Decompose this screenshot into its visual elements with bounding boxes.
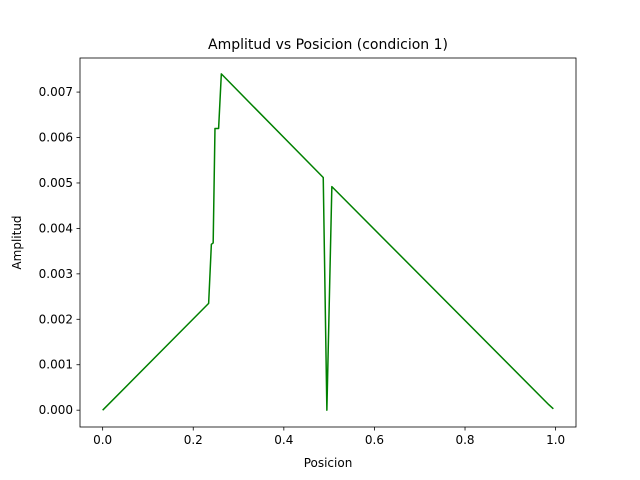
y-axis: 0.000 0.001 0.002 0.003 0.004 0.005 0.006 0.007 <box>39 85 80 417</box>
plot-frame <box>79 57 577 428</box>
y-tick-label: 0.007 <box>39 85 73 99</box>
chart-title: Amplitud vs Posicion (condicion 1) <box>208 37 448 53</box>
y-tick-label: 0.005 <box>39 176 73 190</box>
x-tick-label: 1.0 <box>546 433 565 447</box>
x-tick-label: 0.2 <box>184 433 203 447</box>
x-axis: 0.0 0.2 0.4 0.6 0.8 1.0 <box>93 427 565 447</box>
x-tick-label: 0.6 <box>365 433 384 447</box>
x-axis-label: Posicion <box>304 456 353 470</box>
series-line <box>102 73 554 411</box>
y-tick-label: 0.001 <box>39 358 73 372</box>
series-layer <box>102 73 554 411</box>
y-tick-label: 0.003 <box>39 267 73 281</box>
y-tick-label: 0.006 <box>39 131 73 145</box>
x-tick-label: 0.4 <box>274 433 293 447</box>
y-tick-label: 0.002 <box>39 312 73 326</box>
x-tick-label: 0.0 <box>93 433 112 447</box>
x-tick-label: 0.8 <box>455 433 474 447</box>
y-tick-label: 0.004 <box>39 221 73 235</box>
y-axis-label: Amplitud <box>10 215 24 269</box>
y-tick-label: 0.000 <box>39 403 73 417</box>
